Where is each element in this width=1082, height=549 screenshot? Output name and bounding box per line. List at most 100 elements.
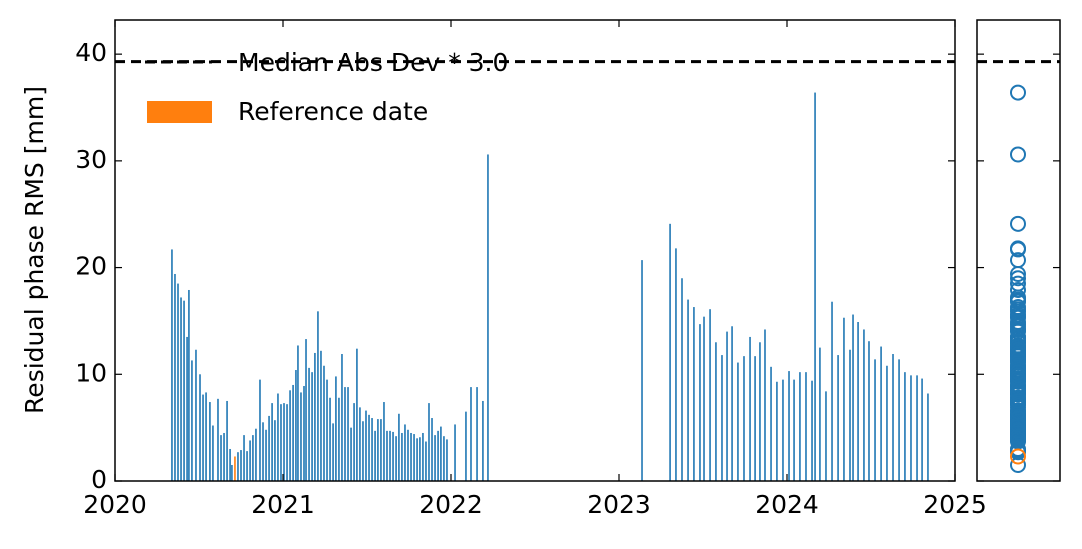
bar (465, 411, 467, 481)
bar (431, 418, 433, 481)
bar (180, 297, 182, 481)
bar (814, 92, 816, 481)
bar (268, 415, 270, 481)
scatter-point (1010, 333, 1026, 350)
legend-label: Reference date (238, 97, 428, 126)
bar (788, 371, 790, 481)
bar (770, 366, 772, 481)
bar (368, 414, 370, 481)
bar (416, 438, 418, 481)
bar (350, 427, 352, 481)
bar (831, 301, 833, 481)
bar (365, 410, 367, 481)
bar (681, 278, 683, 481)
bar (726, 331, 728, 481)
bar (874, 359, 876, 481)
bar (401, 432, 403, 481)
bar (825, 391, 827, 481)
bar (171, 249, 173, 481)
bar (255, 428, 257, 481)
scatter-point (1010, 351, 1026, 368)
bar (374, 430, 376, 481)
y-tick-label: 10 (75, 358, 107, 387)
bar (776, 381, 778, 481)
bar (904, 372, 906, 481)
bar (280, 404, 282, 481)
scatter-point (1010, 416, 1026, 433)
bar (782, 379, 784, 481)
bar (380, 419, 382, 481)
bar (425, 441, 427, 481)
y-tick-label: 20 (75, 252, 107, 281)
scatter-point (1010, 385, 1026, 402)
x-tick-label: 2024 (755, 490, 819, 519)
bar (300, 392, 302, 481)
bar (799, 372, 801, 481)
legend-patch (147, 101, 212, 123)
bar (715, 342, 717, 481)
bar (231, 464, 233, 481)
bar (754, 356, 756, 481)
bar (320, 350, 322, 481)
reference-point (1010, 448, 1026, 465)
bar (440, 426, 442, 481)
bar (819, 347, 821, 481)
bar (335, 376, 337, 481)
bar (271, 403, 273, 481)
reference-bar (234, 456, 236, 481)
bar (274, 420, 276, 481)
bar (177, 283, 179, 481)
bar (811, 380, 813, 481)
bar (857, 321, 859, 481)
bar (476, 387, 478, 481)
bar (454, 424, 456, 481)
scatter-point (1010, 357, 1026, 374)
bar (693, 307, 695, 481)
bar (317, 311, 319, 481)
bar (927, 393, 929, 481)
scatter-point (1010, 293, 1026, 310)
bar (837, 355, 839, 481)
bar (721, 355, 723, 481)
bar (703, 316, 705, 481)
bar (240, 450, 242, 481)
legend: Median Abs Dev * 3.0 Reference date (145, 48, 508, 126)
plot-frame (114, 19, 956, 482)
bar (805, 372, 807, 481)
bar (265, 429, 267, 481)
bar (669, 223, 671, 481)
bar (303, 386, 305, 481)
bar (699, 324, 701, 481)
bar (341, 354, 343, 481)
bar (413, 434, 415, 481)
scatter-point (1010, 338, 1026, 355)
bar (286, 404, 288, 481)
bar (749, 336, 751, 481)
bar (311, 372, 313, 481)
bar (252, 435, 254, 481)
bar (329, 397, 331, 481)
scatter-point (1010, 270, 1026, 287)
bar (297, 345, 299, 481)
x-tick-label: 2020 (83, 490, 147, 519)
bar (407, 429, 409, 481)
bar (295, 370, 297, 481)
scatter-point (1010, 252, 1026, 269)
bar (243, 435, 245, 481)
bar (389, 430, 391, 481)
bar (377, 419, 379, 481)
bar (229, 448, 231, 481)
bar (344, 387, 346, 481)
bar (443, 436, 445, 481)
bar (371, 418, 373, 481)
bar (259, 379, 261, 481)
bar (868, 341, 870, 481)
x-tick-label: 2021 (251, 490, 315, 519)
bar (205, 392, 207, 481)
scatter-point (1010, 422, 1026, 439)
scatter-point (1010, 313, 1026, 330)
bar (386, 430, 388, 481)
bar (195, 349, 197, 481)
legend-label: Median Abs Dev * 3.0 (238, 48, 508, 77)
bar (419, 437, 421, 481)
